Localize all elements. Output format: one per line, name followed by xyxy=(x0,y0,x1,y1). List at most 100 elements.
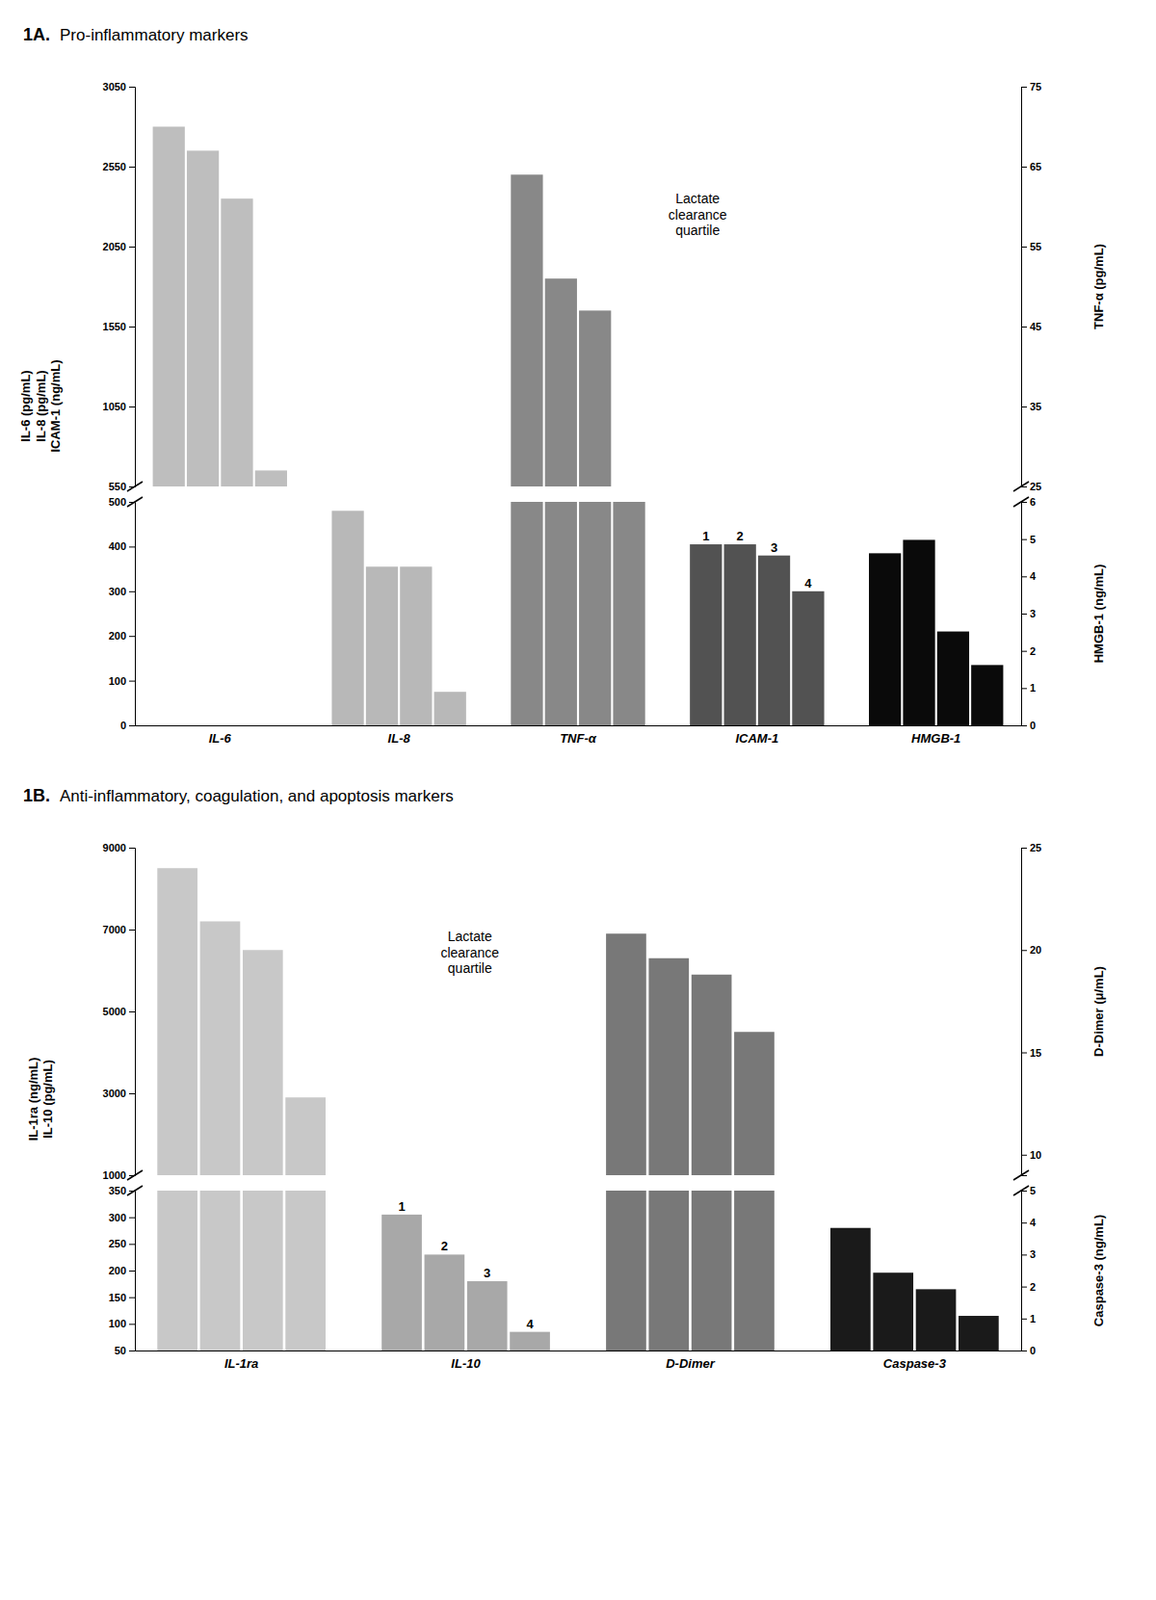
figure: 550105015502050255030502535455565751A.Pr… xyxy=(0,0,1156,1600)
tick-mark xyxy=(129,847,135,849)
tick-label: 3 xyxy=(1029,1248,1036,1261)
plot-area xyxy=(153,127,612,488)
tick-mark xyxy=(1021,949,1027,951)
tick-label: 10 xyxy=(1029,1149,1042,1161)
tick: IL-1ra xyxy=(224,1350,259,1371)
tick-label: ICAM-1 xyxy=(735,731,779,746)
axis-line xyxy=(135,725,1023,727)
tick-mark xyxy=(1021,613,1027,615)
tick-label: 200 xyxy=(108,1264,127,1277)
tick-label: 0 xyxy=(1029,719,1036,732)
bar xyxy=(578,310,611,487)
y2-axis-title: D-Dimer (μ/mL) xyxy=(1091,966,1106,1057)
quartile-label: 4 xyxy=(525,1316,534,1332)
tick: 3050 xyxy=(103,80,135,93)
text-line: clearance xyxy=(440,945,500,961)
tick-label: 9000 xyxy=(103,841,127,854)
y-axis: 0100200300400500 xyxy=(108,496,136,732)
axis-line xyxy=(1022,848,1028,1177)
tick: ICAM-1 xyxy=(735,725,779,746)
text-line: D-Dimer (μ/mL) xyxy=(1091,966,1106,1057)
tick-label: 1 xyxy=(1029,682,1036,694)
tick-mark xyxy=(129,1217,135,1219)
panel-label: 1A. xyxy=(23,25,51,45)
tick-label: 6 xyxy=(1029,496,1036,508)
y2-axis: 25 35 45 55 65 75 xyxy=(1021,80,1042,493)
axis-line xyxy=(135,1350,1023,1352)
tick-mark xyxy=(1021,1052,1027,1054)
tick-label: 1050 xyxy=(103,400,127,413)
tick: 1050 xyxy=(103,400,135,413)
axis-break xyxy=(1013,1185,1029,1196)
bar xyxy=(545,278,578,487)
bar xyxy=(868,552,901,726)
tick: 1 xyxy=(1021,682,1036,694)
axis-line xyxy=(129,502,136,727)
tick-label: 35 xyxy=(1029,400,1042,413)
y2-axis-title: TNF-α (pg/mL) xyxy=(1091,243,1106,330)
tick-label: 300 xyxy=(108,585,127,598)
tick-label: 500 xyxy=(108,496,127,508)
axis-break xyxy=(127,1185,143,1196)
tick: 1000 xyxy=(103,1169,135,1182)
tick: 9000 xyxy=(103,841,135,854)
tick-mark xyxy=(1021,539,1027,541)
bar xyxy=(434,691,467,726)
bar xyxy=(285,1097,326,1176)
axis-line xyxy=(129,848,136,1177)
tick-label: 65 xyxy=(1029,160,1042,173)
tick-label: 2 xyxy=(1029,645,1036,657)
tick: 550 xyxy=(108,480,135,493)
x-axis: IL-1raIL-10D-DimerCaspase-3 xyxy=(135,1350,1023,1371)
tick: 15 xyxy=(1021,1047,1042,1059)
tick: Caspase-3 xyxy=(883,1350,947,1371)
tick-mark xyxy=(129,246,135,248)
bar xyxy=(971,664,1003,726)
tick: 300 xyxy=(108,585,135,598)
tick: 75 xyxy=(1021,80,1042,93)
tick-label: IL-6 xyxy=(209,731,233,746)
tick-mark xyxy=(1021,246,1027,248)
tick-mark xyxy=(1021,406,1027,408)
tick-label: 0 xyxy=(1029,1344,1036,1357)
axis-line xyxy=(129,1191,136,1352)
tick-mark xyxy=(1021,1287,1027,1288)
text-line: clearance xyxy=(668,207,728,223)
bar xyxy=(157,1190,198,1351)
tick-label: 2050 xyxy=(103,240,127,253)
text-line: Lactate xyxy=(675,190,720,207)
tick-label: 45 xyxy=(1029,320,1042,333)
tick: 55 xyxy=(1021,240,1042,253)
panel-label: 1B. xyxy=(23,786,51,806)
tick-label: 25 xyxy=(1029,480,1042,493)
tick-mark xyxy=(1021,166,1027,168)
tick: 0 xyxy=(1021,1344,1036,1357)
tick-mark xyxy=(129,546,135,548)
bar xyxy=(467,1281,508,1351)
tick-label: 2550 xyxy=(103,160,127,173)
tick-mark xyxy=(129,591,135,593)
tick: 200 xyxy=(108,630,135,642)
tick: 1 xyxy=(1021,1313,1036,1325)
tick-mark xyxy=(129,635,135,637)
tick-mark xyxy=(129,929,135,931)
axis-line xyxy=(1022,87,1028,488)
tick-label: 5000 xyxy=(103,1005,127,1018)
tick: 200 xyxy=(108,1264,135,1277)
tick: 400 xyxy=(108,540,135,552)
tick-mark xyxy=(129,326,135,328)
bar xyxy=(689,544,722,726)
legend-note: Lactateclearancequartile xyxy=(440,928,500,977)
bar xyxy=(734,1190,775,1351)
tick: IL-6 xyxy=(209,725,233,746)
tick-mark xyxy=(129,725,135,727)
plot-area xyxy=(157,867,775,1176)
tick: 0 xyxy=(1021,719,1036,732)
quartile-label: 1 xyxy=(397,1199,405,1214)
y2-axis: 10152025 xyxy=(1021,841,1042,1176)
tick: 4 xyxy=(1021,1216,1037,1229)
tick: HMGB-1 xyxy=(911,725,961,746)
tick-mark xyxy=(129,86,135,88)
tick-label: 2 xyxy=(1029,1281,1036,1293)
tick-label: HMGB-1 xyxy=(911,731,961,746)
